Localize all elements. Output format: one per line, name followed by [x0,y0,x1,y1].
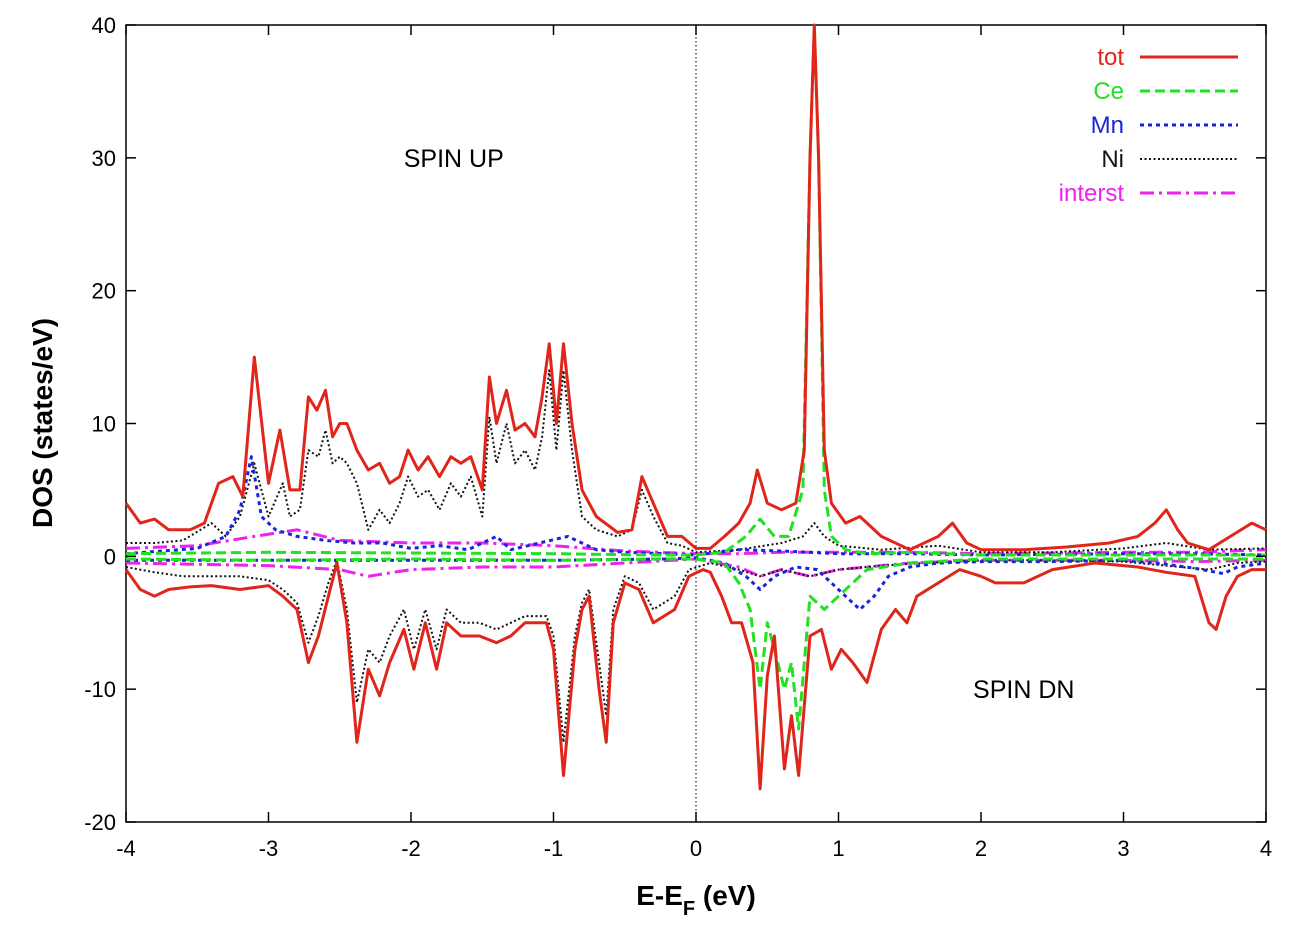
x-tick-label: 1 [832,836,844,861]
y-tick-label: -20 [84,810,116,835]
y-tick-label: 30 [92,146,116,171]
y-tick-label: -10 [84,677,116,702]
series-tot-dn [124,561,1266,791]
x-axis-title-unit: (eV) [695,880,756,911]
x-axis-title-sub: F [683,898,695,920]
y-tick-label: 0 [104,544,116,569]
legend-label-Ni: Ni [1101,146,1124,173]
x-axis-title: E-EF (eV) [636,880,756,920]
series-tot-up [124,23,1267,552]
x-tick-label: 4 [1260,836,1272,861]
x-tick-label: 3 [1117,836,1129,861]
spin-dn-annotation: SPIN DN [973,676,1074,704]
x-axis-title-main: E-E [636,880,683,911]
y-tick-label: 40 [92,13,116,38]
x-tick-label: -3 [259,836,279,861]
legend-label-Ce: Ce [1093,78,1124,105]
spin-up-annotation: SPIN UP [404,145,504,173]
series-Ni-up [126,369,1267,554]
x-tick-label: 0 [690,836,702,861]
series-Ni-dn [125,559,1267,744]
legend-label-Mn: Mn [1091,112,1124,139]
series-Mn-up [125,455,1267,557]
series-Mn-dn [126,556,1267,611]
y-axis-title: DOS (states/eV) [27,318,58,528]
y-tick-label: 10 [92,412,116,437]
legend-label-interst: interst [1059,180,1125,207]
series-interst-up [125,528,1267,556]
y-tick-label: 20 [92,279,116,304]
series-Ce-dn [125,557,1266,731]
x-tick-label: -4 [116,836,136,861]
x-tick-label: -2 [401,836,421,861]
legend-label-tot: tot [1097,44,1124,71]
x-tick-label: 2 [975,836,987,861]
x-tick-label: -1 [544,836,564,861]
